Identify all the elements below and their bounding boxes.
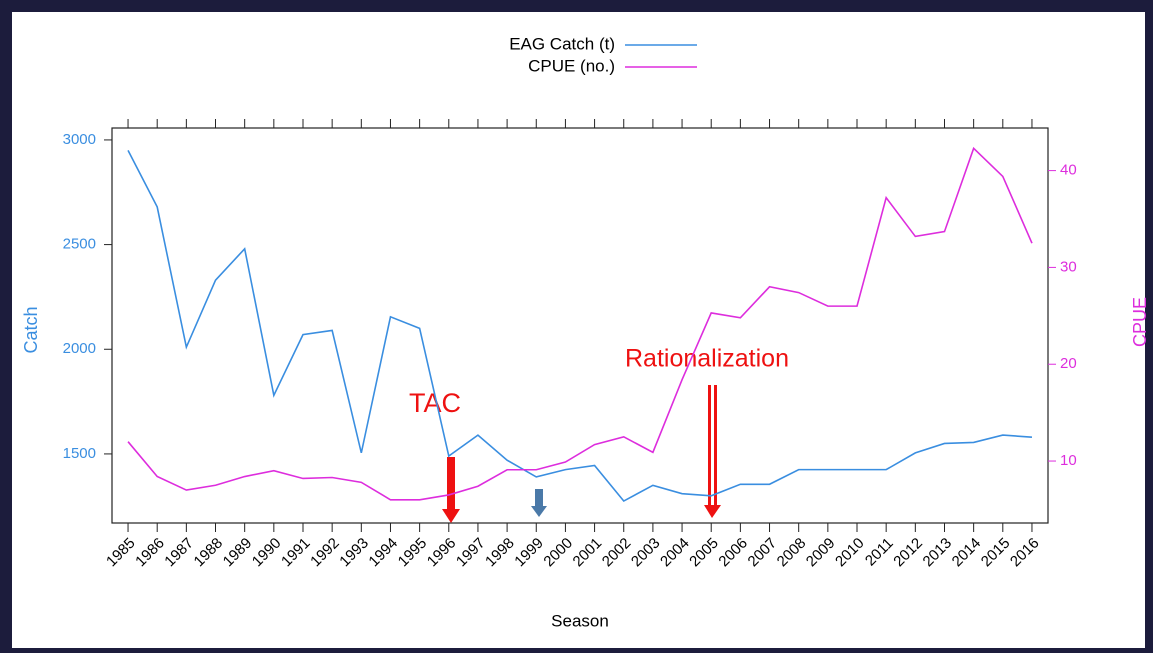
panel xyxy=(12,12,1145,648)
legend-label: EAG Catch (t) xyxy=(509,34,615,53)
series-line xyxy=(127,146,1033,501)
y-tick-label: 3000 xyxy=(63,131,96,148)
annotation: Rationalization xyxy=(625,345,789,373)
y2-tick-label: 20 xyxy=(1060,355,1077,372)
y2-axis-label: CPUE xyxy=(1130,297,1150,347)
y2-tick-label: 30 xyxy=(1060,258,1077,275)
x-axis-label: Season xyxy=(551,611,609,630)
y-tick-label: 2500 xyxy=(63,236,96,253)
legend-label: CPUE (no.) xyxy=(528,56,615,75)
series-line xyxy=(127,150,1033,503)
y2-tick-label: 40 xyxy=(1060,162,1077,179)
arrow xyxy=(704,385,721,518)
y-tick-label: 1500 xyxy=(63,445,96,462)
y-tick-label: 2000 xyxy=(63,340,96,357)
arrow xyxy=(531,489,547,517)
plot-box xyxy=(111,127,1049,524)
arrow xyxy=(442,457,460,523)
y2-tick-label: 10 xyxy=(1060,452,1077,469)
y-axis-label: Catch xyxy=(21,306,41,353)
